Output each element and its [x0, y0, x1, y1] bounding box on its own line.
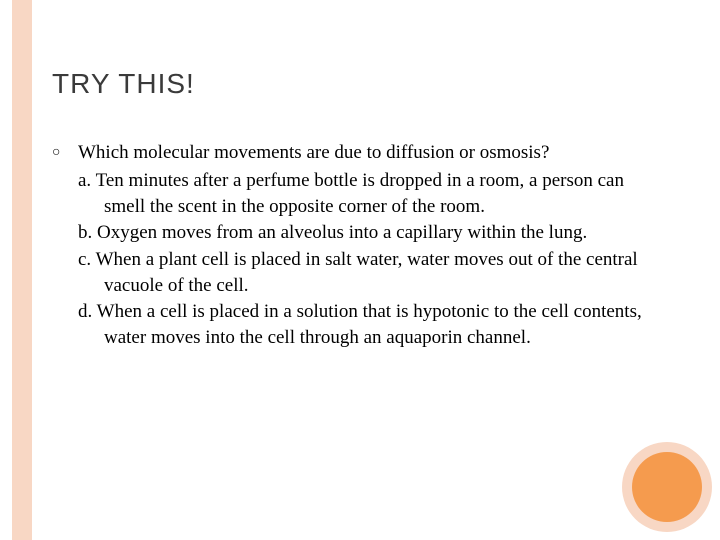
option-c: c. When a plant cell is placed in salt w…: [78, 247, 662, 298]
left-accent-stripe: [12, 0, 32, 540]
option-d: d. When a cell is placed in a solution t…: [78, 299, 662, 350]
option-a: a. Ten minutes after a perfume bottle is…: [78, 168, 662, 219]
option-b: b. Oxygen moves from an alveolus into a …: [78, 220, 662, 246]
question-text: Which molecular movements are due to dif…: [78, 140, 662, 166]
slide-title: TRY THIS!: [52, 68, 195, 100]
decorative-circle-inner: [632, 452, 702, 522]
question-row: ○ Which molecular movements are due to d…: [52, 140, 662, 166]
bullet-icon: ○: [52, 140, 78, 166]
slide-content: ○ Which molecular movements are due to d…: [52, 140, 662, 351]
